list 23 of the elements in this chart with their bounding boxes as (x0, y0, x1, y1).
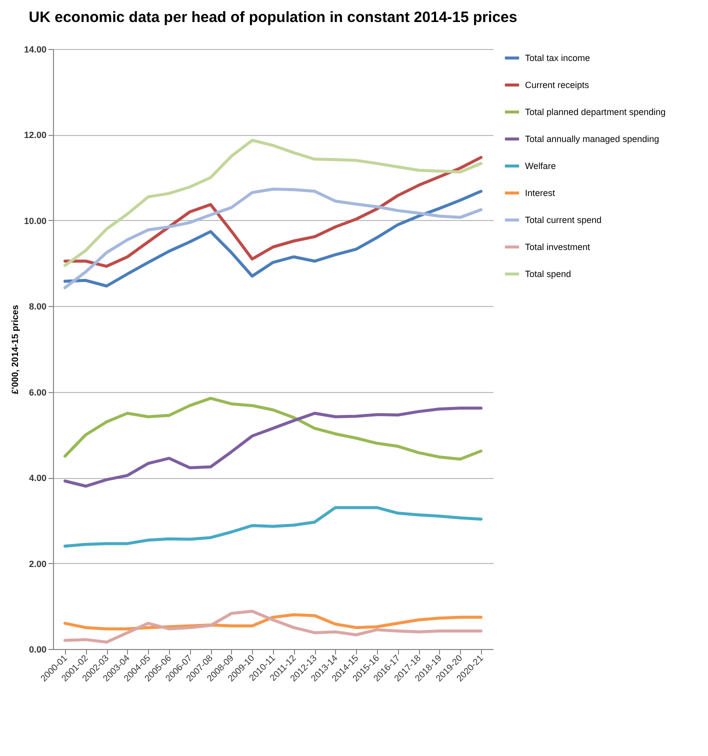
legend-label: Current receipts (525, 80, 590, 90)
legend-label: Welfare (525, 161, 556, 171)
y-tick-label: 6.00 (28, 387, 46, 398)
legend-label: Total planned department spending (525, 107, 666, 117)
line-series (64, 406, 482, 488)
y-tick-label: 10.00 (24, 216, 46, 226)
legend-label: Total tax income (525, 53, 590, 63)
y-tick-label: 12.00 (24, 130, 46, 140)
y-tick-label: 0.00 (28, 644, 46, 654)
y-tick-label: 8.00 (28, 302, 46, 312)
legend-label: Total spend (525, 269, 572, 279)
y-axis-title: £'000, 2014-15 prices (10, 304, 20, 394)
line-series (64, 506, 482, 548)
line-series (64, 396, 482, 461)
chart-title: UK economic data per head of population in constant 2014-15 prices (28, 9, 518, 26)
y-tick-label: 4.00 (28, 473, 46, 484)
y-tick-label: 14.00 (24, 44, 46, 54)
legend-label: Total annually managed spending (525, 134, 660, 144)
legend-label: Interest (525, 188, 556, 198)
line-series (64, 610, 482, 644)
legend-label: Total current spend (525, 215, 602, 225)
legend-label: Total investment (525, 242, 591, 252)
y-tick-label: 2.00 (28, 558, 46, 569)
